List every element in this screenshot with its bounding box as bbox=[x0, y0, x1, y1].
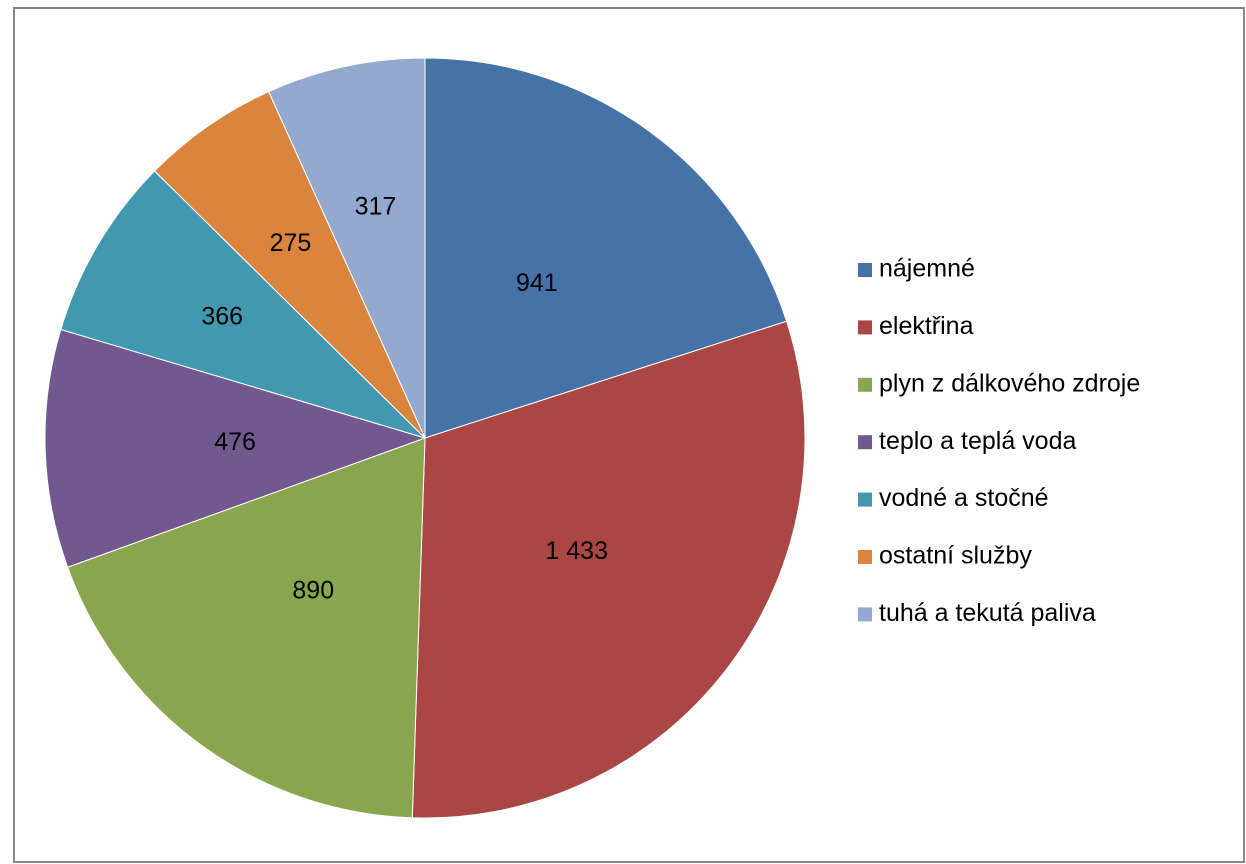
pie-slice bbox=[411, 320, 806, 819]
data-label: 1 433 bbox=[545, 537, 608, 565]
pie-slice bbox=[60, 170, 426, 439]
pie-slice bbox=[153, 90, 426, 439]
data-label: 317 bbox=[355, 192, 397, 220]
legend-label: elektřina bbox=[879, 312, 974, 340]
data-label: 366 bbox=[201, 303, 243, 331]
legend-label: vodné a stočné bbox=[879, 484, 1049, 512]
legend-swatch bbox=[858, 320, 872, 335]
data-label: 275 bbox=[270, 229, 312, 257]
legend-swatch bbox=[858, 550, 872, 564]
legend-swatch bbox=[858, 492, 872, 507]
pie-slice bbox=[44, 328, 427, 568]
pie-slice bbox=[268, 57, 426, 439]
data-label: 476 bbox=[214, 428, 256, 456]
legend-swatch bbox=[858, 435, 872, 450]
legend-label: plyn z dálkového zdroje bbox=[879, 369, 1140, 397]
legend-label: tuhá a tekutá paliva bbox=[879, 599, 1096, 627]
data-label: 890 bbox=[292, 576, 334, 604]
data-label: 941 bbox=[516, 269, 558, 297]
legend-label: ostatní služby bbox=[879, 542, 1032, 570]
legend-label: teplo a teplá voda bbox=[879, 427, 1076, 455]
legend-label: nájemné bbox=[879, 255, 975, 283]
legend-swatch bbox=[858, 263, 872, 277]
legend-swatch bbox=[858, 607, 872, 622]
pie-slice bbox=[424, 57, 788, 439]
pie-slice bbox=[67, 437, 426, 819]
legend-swatch bbox=[858, 377, 872, 392]
